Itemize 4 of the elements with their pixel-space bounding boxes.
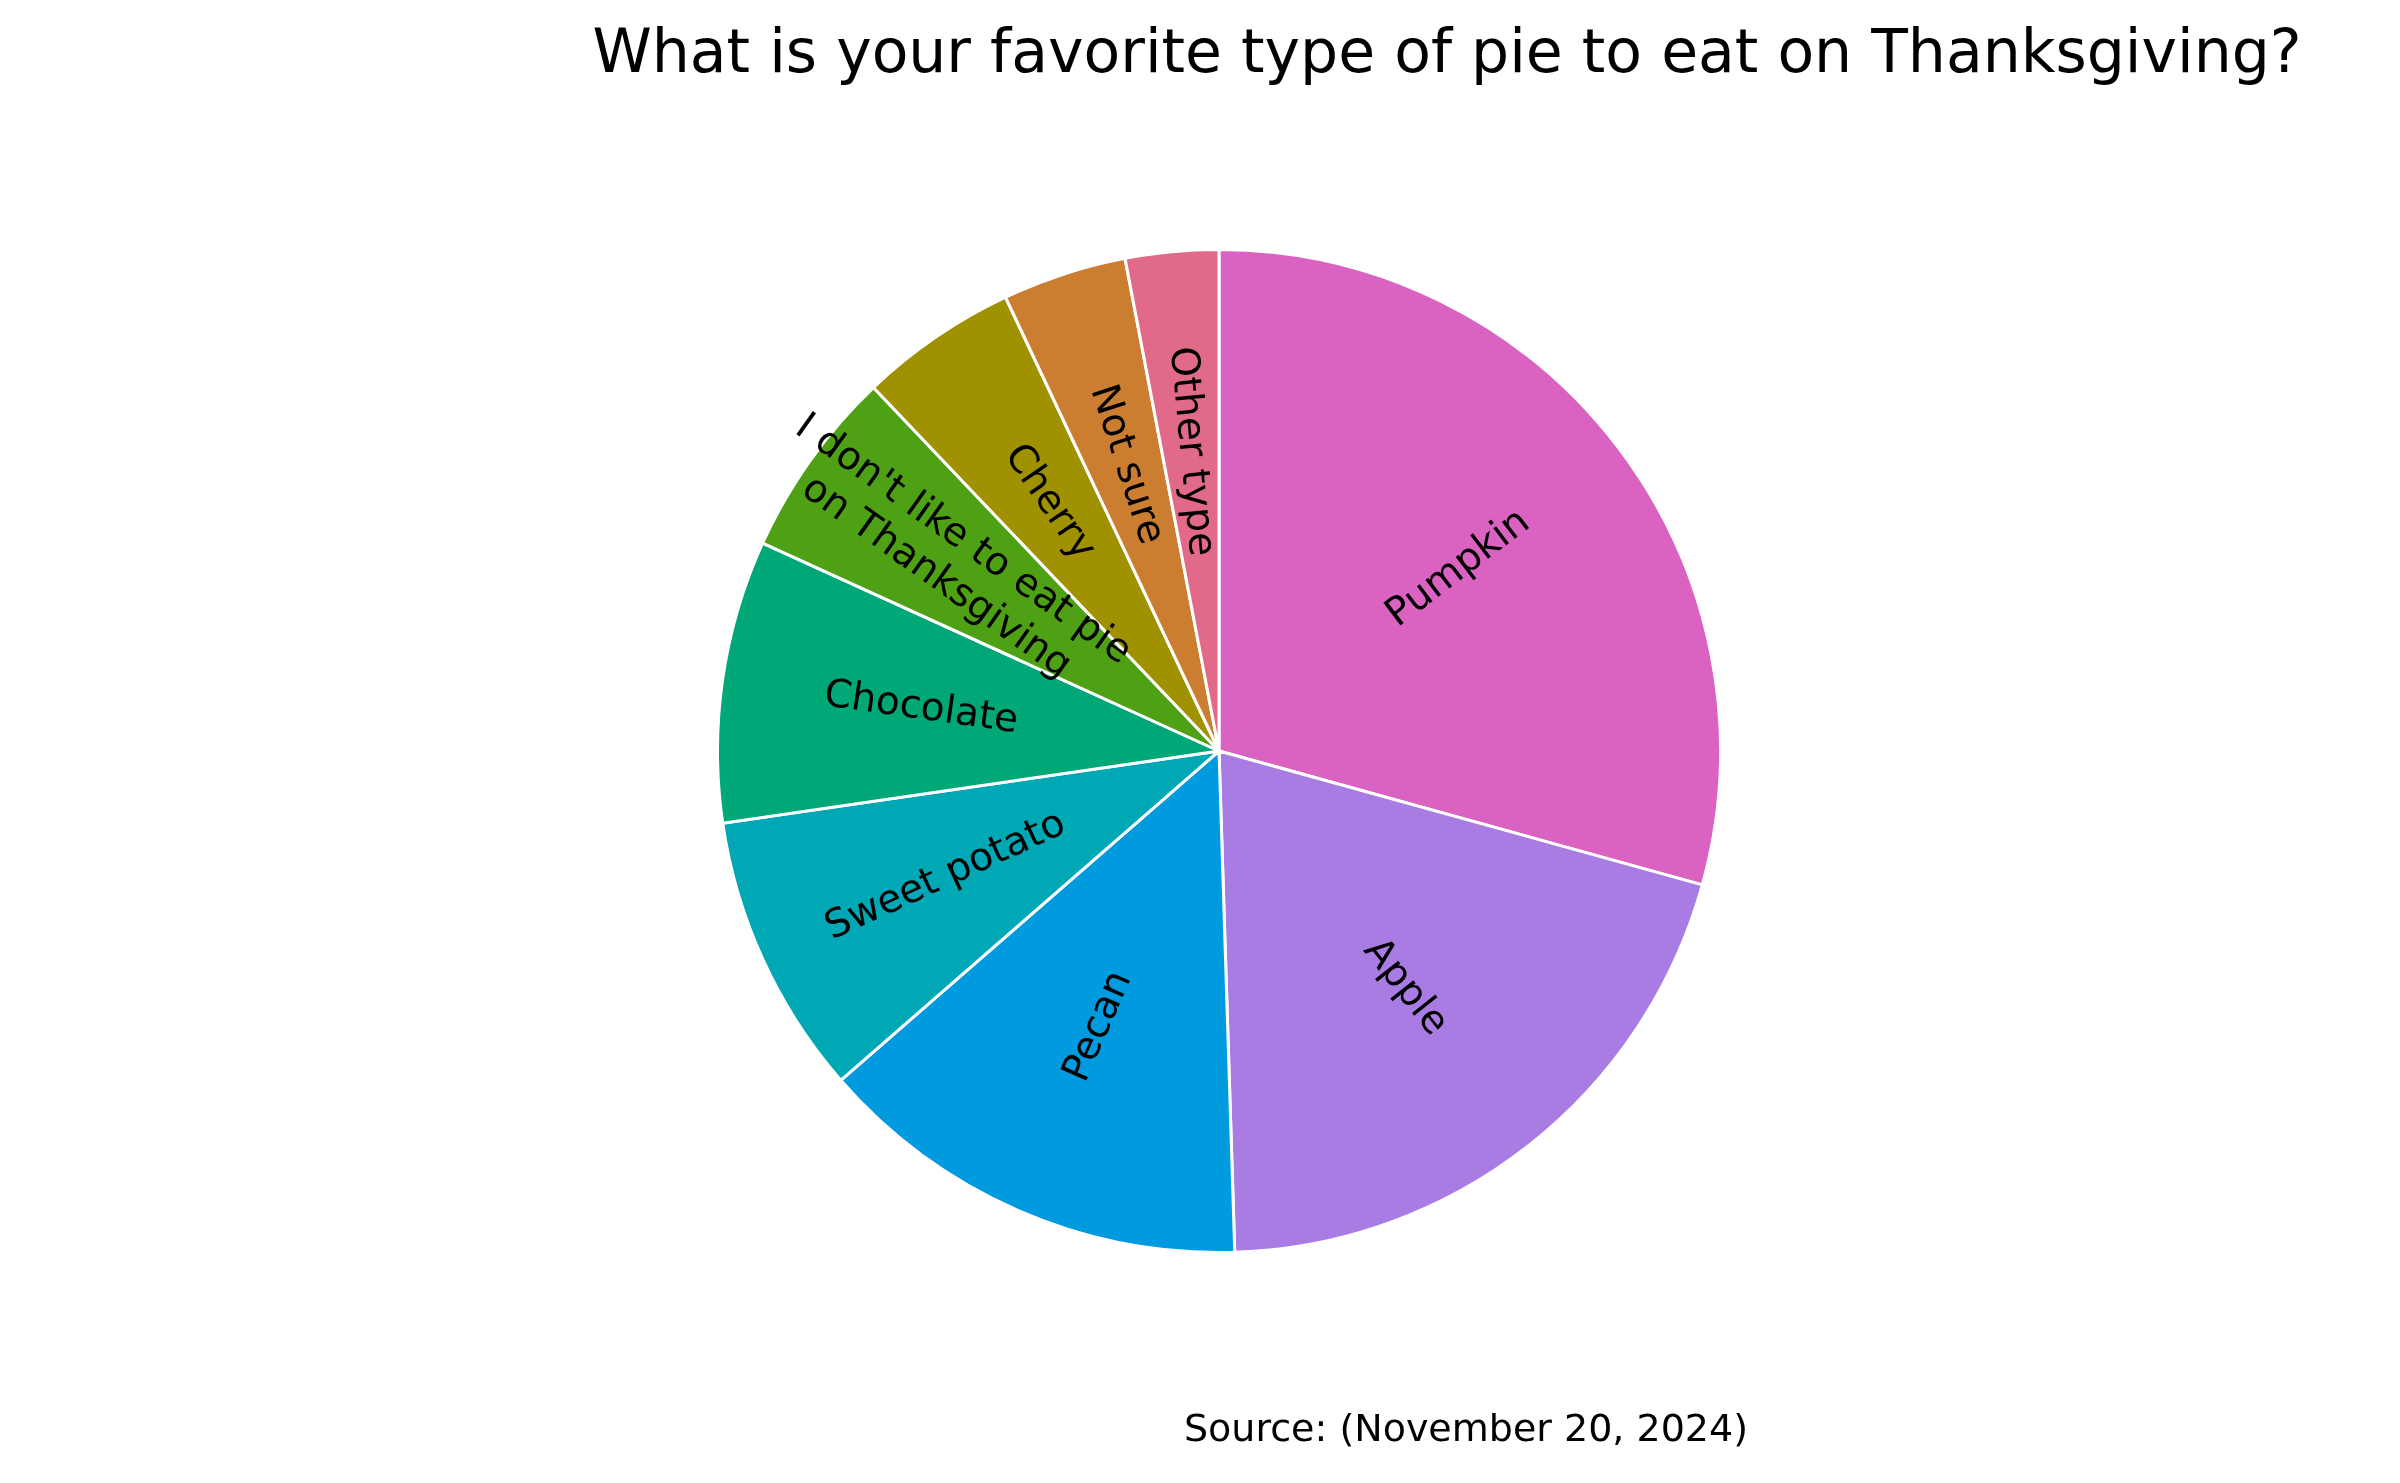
chart-title: What is your favorite type of pie to eat on Thanksgiving? [592, 15, 2302, 86]
slice-label: Other type [1161, 344, 1227, 558]
slice-label: Chocolate [821, 669, 1022, 742]
source-note: Source: (November 20, 2024) [1183, 1405, 1749, 1450]
